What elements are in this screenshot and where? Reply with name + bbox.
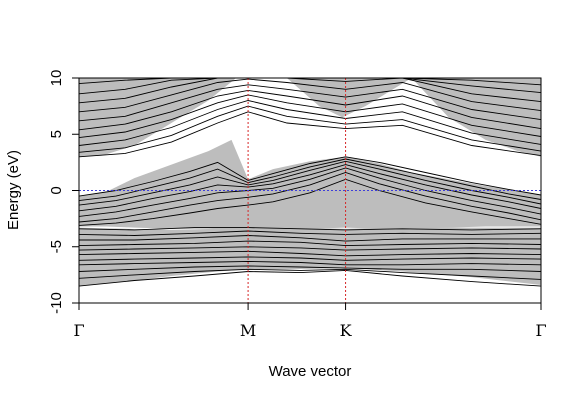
band-line-6 [79,89,541,131]
band-lines [79,78,541,287]
y-tick-label: -10 [48,292,65,314]
y-tick-label: 10 [48,70,65,87]
kpoint-label: K [340,321,353,340]
band-line-28 [79,269,541,287]
band-line-17 [79,178,541,226]
band-line-13 [79,160,541,206]
projected-region-conduction-continuum [79,78,541,157]
band-line-3 [79,78,541,104]
band-line-18 [79,227,541,231]
band-line-4 [79,78,541,113]
y-tick-label: -5 [48,240,65,253]
band-line-24 [79,256,541,261]
band-line-21 [79,240,541,247]
band-line-15 [79,167,541,217]
band-line-7 [79,94,541,139]
band-line-8 [79,100,541,146]
band-line-16 [79,172,541,223]
y-tick-label: 0 [48,186,65,194]
x-axis-title: Wave vector [269,363,352,380]
band-line-1 [79,78,541,86]
band-line-10 [79,111,541,158]
projected-region-valence-continuum [79,227,541,287]
band-line-25 [79,260,541,266]
y-axis: 10 5 0 -5 -10 [48,70,79,314]
y-axis-title: Energy (eV) [5,150,22,230]
band-line-23 [79,250,541,257]
band-line-5 [79,84,541,122]
kpoint-label: Γ [535,321,546,340]
band-line-2 [79,78,541,95]
band-line-26 [79,265,541,272]
band-line-12 [79,158,541,202]
band-line-22 [79,246,541,251]
kpoint-label: Γ [73,321,84,340]
y-tick-label: 5 [48,130,65,138]
band-line-27 [79,268,541,280]
kpoint-label: M [240,321,256,340]
band-line-9 [79,105,541,153]
band-line-20 [79,235,541,242]
band-line-11 [79,156,541,197]
band-line-19 [79,230,541,236]
band-line-14 [79,164,541,212]
